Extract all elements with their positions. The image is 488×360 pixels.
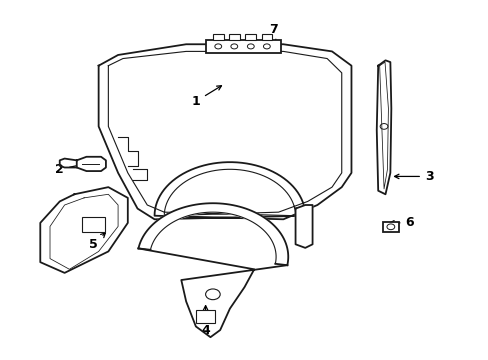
Text: 7: 7 [269, 23, 278, 44]
Bar [228, 34, 239, 40]
Bar [81, 217, 105, 232]
Bar [245, 34, 256, 40]
Polygon shape [376, 60, 390, 194]
Text: 5: 5 [89, 233, 105, 251]
Text: 6: 6 [389, 216, 413, 229]
Bar [261, 34, 272, 40]
Bar [196, 310, 215, 323]
Polygon shape [99, 44, 351, 219]
Text: 3: 3 [394, 170, 433, 183]
Polygon shape [77, 157, 106, 171]
FancyBboxPatch shape [205, 40, 281, 53]
Polygon shape [40, 187, 127, 273]
Text: 2: 2 [55, 162, 89, 176]
Polygon shape [138, 203, 287, 265]
Bar [382, 222, 398, 232]
Bar [212, 34, 223, 40]
Polygon shape [295, 205, 312, 248]
Text: 4: 4 [201, 306, 209, 337]
Text: 1: 1 [191, 86, 221, 108]
Polygon shape [138, 248, 287, 337]
